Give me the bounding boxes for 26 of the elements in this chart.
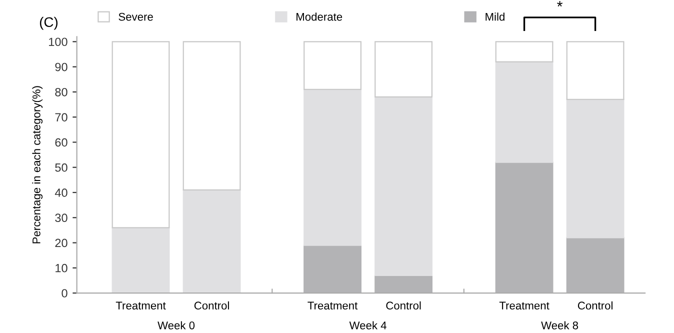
legend-label: Severe xyxy=(118,12,153,21)
y-tick-label: 0 xyxy=(62,289,68,298)
x-tick-label: Treatment xyxy=(116,302,166,310)
text: Week 0 xyxy=(158,321,195,330)
text: * xyxy=(557,1,563,7)
y-tick-label: 60 xyxy=(55,138,68,147)
y-tick-label: 80 xyxy=(55,88,68,96)
y-tick-label: 70 xyxy=(55,113,68,122)
x-tick-label: Control xyxy=(386,301,421,310)
x-tick-label: Control xyxy=(194,301,229,310)
y-tick-label: 50 xyxy=(55,163,68,172)
y-tick-label: 90 xyxy=(55,62,68,72)
y-tick-label: 20 xyxy=(55,238,68,248)
y-tick-label: 30 xyxy=(55,214,68,222)
y-axis-title: Percentage in each category(%) xyxy=(32,86,43,244)
x-tick-label: Treatment xyxy=(499,302,550,310)
text: (C) xyxy=(40,16,58,30)
text: Week 8 xyxy=(541,321,578,330)
legend-label: Mild xyxy=(486,12,504,21)
x-tick-label: Treatment xyxy=(308,302,358,310)
x-tick-label: Control xyxy=(578,301,612,310)
text: Week 4 xyxy=(349,321,386,330)
y-tick-label: 10 xyxy=(56,264,68,272)
y-tick-label: 40 xyxy=(54,188,68,197)
legend-label: Moderate xyxy=(296,12,342,21)
y-tick-label: 100 xyxy=(49,38,68,46)
